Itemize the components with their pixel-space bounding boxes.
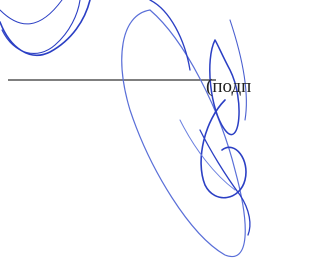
- document-page: (подп: [0, 0, 262, 270]
- signature: [0, 0, 250, 257]
- caption: (подп: [206, 76, 251, 98]
- signature-layer: [0, 0, 262, 270]
